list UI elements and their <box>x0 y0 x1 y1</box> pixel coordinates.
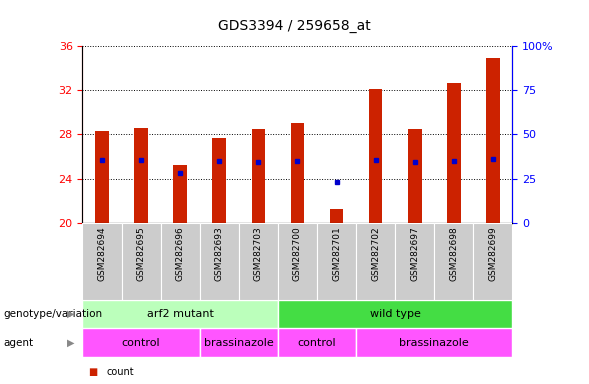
Bar <box>290 123 305 223</box>
Text: GSM282702: GSM282702 <box>371 227 380 281</box>
Text: GSM282699: GSM282699 <box>488 227 497 281</box>
Bar <box>395 223 434 300</box>
Bar <box>82 223 121 300</box>
Text: GSM282703: GSM282703 <box>254 227 263 281</box>
Text: agent: agent <box>3 338 33 348</box>
Text: GSM282696: GSM282696 <box>176 227 185 281</box>
Bar <box>161 223 200 300</box>
Text: GSM282693: GSM282693 <box>215 227 224 281</box>
Text: GSM282695: GSM282695 <box>137 227 145 281</box>
Bar <box>474 223 512 300</box>
Bar <box>121 223 161 300</box>
Bar <box>82 328 200 357</box>
Bar <box>134 128 148 223</box>
Bar <box>239 223 278 300</box>
Bar <box>252 129 265 223</box>
Bar <box>486 58 499 223</box>
Text: ▶: ▶ <box>67 338 74 348</box>
Text: control: control <box>297 338 336 348</box>
Text: control: control <box>122 338 160 348</box>
Text: ■: ■ <box>88 367 98 377</box>
Text: brassinazole: brassinazole <box>399 338 469 348</box>
Text: GSM282694: GSM282694 <box>98 227 107 281</box>
Bar <box>408 129 422 223</box>
Bar <box>434 223 474 300</box>
Text: GSM282697: GSM282697 <box>410 227 419 281</box>
Bar <box>200 223 239 300</box>
Bar <box>173 166 187 223</box>
Bar <box>278 300 512 328</box>
Bar <box>95 131 109 223</box>
Text: genotype/variation: genotype/variation <box>3 309 102 319</box>
Bar <box>356 223 395 300</box>
Text: brassinazole: brassinazole <box>204 338 274 348</box>
Text: arf2 mutant: arf2 mutant <box>147 309 214 319</box>
Bar <box>447 83 461 223</box>
Bar <box>330 210 343 223</box>
Text: wild type: wild type <box>370 309 421 319</box>
Text: ▶: ▶ <box>67 309 74 319</box>
Bar <box>369 89 382 223</box>
Text: count: count <box>106 367 134 377</box>
Bar <box>278 223 317 300</box>
Text: GSM282700: GSM282700 <box>293 227 302 281</box>
Text: GDS3394 / 259658_at: GDS3394 / 259658_at <box>218 19 371 33</box>
Bar <box>356 328 512 357</box>
Bar <box>317 223 356 300</box>
Bar <box>278 328 356 357</box>
Bar <box>200 328 278 357</box>
Text: GSM282701: GSM282701 <box>332 227 341 281</box>
Bar <box>82 300 278 328</box>
Bar <box>213 138 226 223</box>
Text: GSM282698: GSM282698 <box>449 227 458 281</box>
